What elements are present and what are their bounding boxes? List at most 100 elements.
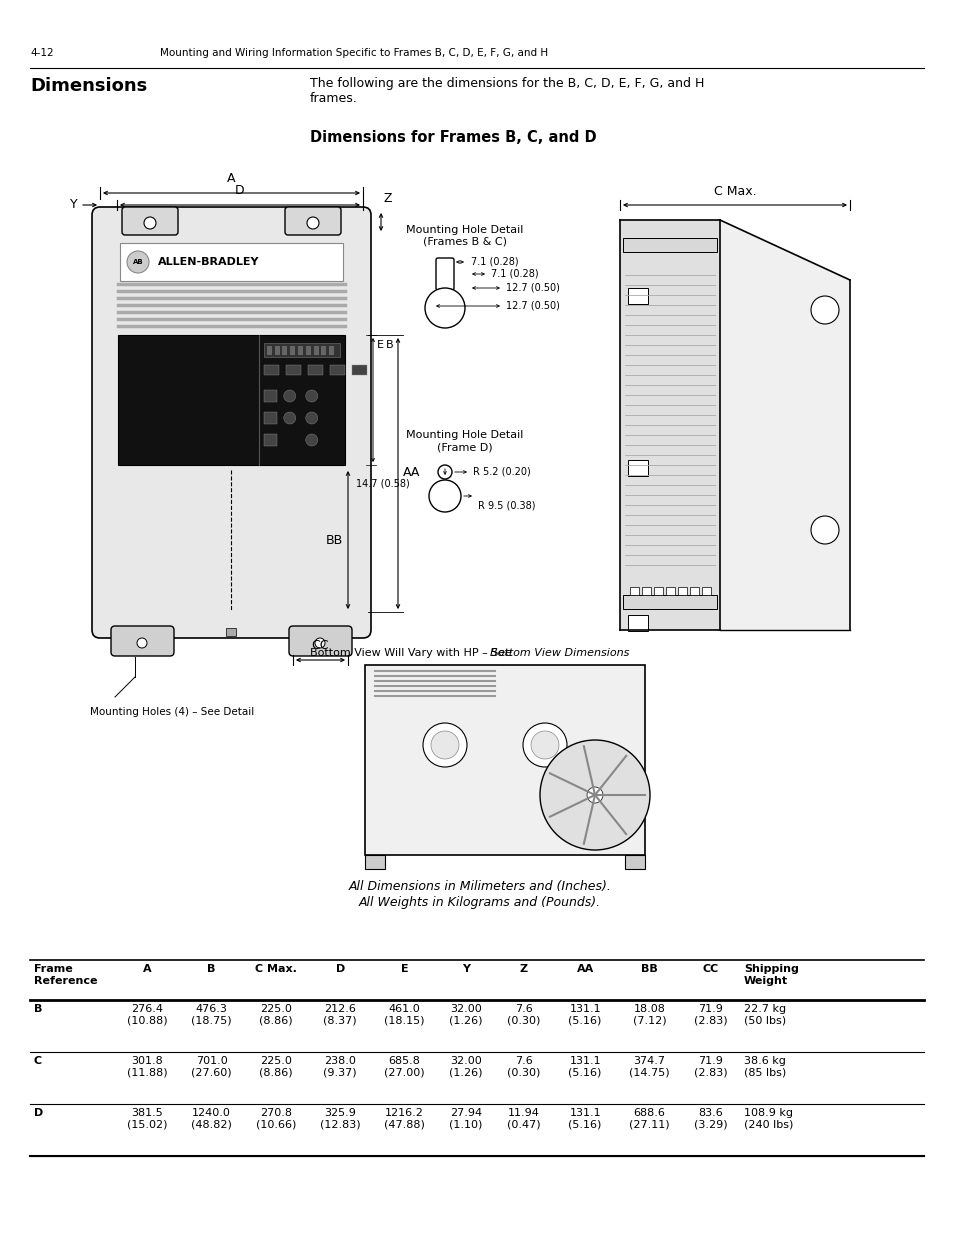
Bar [274,346,279,354]
Bar [627,238,636,246]
Text: 11.94
(0.47): 11.94 (0.47) [507,1108,540,1130]
Text: All Dimensions in Milimeters and (Inches).: All Dimensions in Milimeters and (Inches… [348,881,611,893]
Bar [329,346,334,354]
FancyBboxPatch shape [436,258,454,290]
Circle shape [305,390,317,403]
Bar [314,346,318,354]
Text: 7.6
(0.30): 7.6 (0.30) [507,1056,540,1078]
Text: A: A [227,172,235,185]
Bar [701,587,710,595]
Text: 325.9
(12.83): 325.9 (12.83) [319,1108,360,1130]
Bar [226,629,235,636]
Bar [660,238,668,246]
Text: 1216.2
(47.88): 1216.2 (47.88) [384,1108,425,1130]
Text: BB: BB [325,534,343,547]
Bar [682,238,690,246]
Text: Y: Y [461,965,469,974]
Circle shape [305,412,317,424]
Text: 4-12: 4-12 [30,48,53,58]
Text: E: E [400,965,408,974]
Text: Z: Z [519,965,527,974]
Text: D: D [335,965,344,974]
Text: R 5.2 (0.20): R 5.2 (0.20) [473,467,530,477]
Text: 225.0
(8.86): 225.0 (8.86) [259,1004,293,1025]
Bar [665,587,675,595]
Text: B: B [207,965,215,974]
Text: 38.6 kg
(85 lbs): 38.6 kg (85 lbs) [743,1056,785,1078]
Text: 476.3
(18.75): 476.3 (18.75) [191,1004,232,1025]
Bar [693,238,701,246]
Text: Dimensions: Dimensions [30,77,147,95]
Circle shape [522,722,566,767]
Bar [641,587,650,595]
Circle shape [314,638,325,648]
Bar [286,366,300,375]
FancyBboxPatch shape [122,207,178,235]
Circle shape [431,731,458,760]
Circle shape [539,740,649,850]
Text: Frame
Reference: Frame Reference [34,965,97,986]
Text: The following are the dimensions for the B, C, D, E, F, G, and H
frames.: The following are the dimensions for the… [310,77,703,105]
Bar [308,366,322,375]
Polygon shape [720,220,849,630]
Bar [689,587,699,595]
Circle shape [283,390,295,403]
FancyBboxPatch shape [91,207,371,638]
Text: 688.6
(27.11): 688.6 (27.11) [629,1108,669,1130]
Circle shape [283,412,295,424]
Text: E: E [376,340,384,350]
Text: 71.9
(2.83): 71.9 (2.83) [693,1056,727,1078]
Bar [671,238,679,246]
Text: 108.9 kg
(240 lbs): 108.9 kg (240 lbs) [743,1108,792,1130]
Text: 225.0
(8.86): 225.0 (8.86) [259,1056,293,1078]
Bar [627,288,647,304]
FancyBboxPatch shape [289,626,352,656]
Text: AA: AA [402,467,420,479]
Text: CC: CC [702,965,719,974]
Text: 14.7 (0.58): 14.7 (0.58) [355,479,410,489]
Bar [619,220,720,630]
Text: 461.0
(18.15): 461.0 (18.15) [384,1004,424,1025]
Text: A: A [143,965,152,974]
Text: Mounting and Wiring Information Specific to Frames B, C, D, E, F, G, and H: Mounting and Wiring Information Specific… [160,48,548,58]
Text: 7.1 (0.28): 7.1 (0.28) [491,269,538,279]
Text: 685.8
(27.00): 685.8 (27.00) [384,1056,424,1078]
Text: Bottom View Will Vary with HP – See: Bottom View Will Vary with HP – See [310,648,512,658]
Bar [306,346,311,354]
Text: AA: AA [576,965,593,974]
Bar [263,366,278,375]
Text: Shipping
Weight: Shipping Weight [743,965,798,986]
Text: 1240.0
(48.82): 1240.0 (48.82) [191,1108,232,1130]
FancyBboxPatch shape [111,626,173,656]
Bar [365,855,385,869]
Text: 131.1
(5.16): 131.1 (5.16) [568,1056,601,1078]
Text: R 9.5 (0.38): R 9.5 (0.38) [477,501,535,511]
Text: 381.5
(15.02): 381.5 (15.02) [127,1108,167,1130]
Text: 71.9
(2.83): 71.9 (2.83) [693,1004,727,1025]
Circle shape [144,217,156,228]
Bar [678,587,686,595]
Bar [352,366,366,375]
Text: 131.1
(5.16): 131.1 (5.16) [568,1108,601,1130]
Text: BB: BB [640,965,658,974]
Text: Mounting Hole Detail: Mounting Hole Detail [406,225,523,235]
Text: 212.6
(8.37): 212.6 (8.37) [323,1004,356,1025]
Bar [627,459,647,475]
Bar [639,238,646,246]
Bar [654,587,662,595]
Text: 12.7 (0.50): 12.7 (0.50) [505,301,559,311]
Circle shape [810,296,838,324]
Circle shape [429,480,460,513]
Bar [267,346,272,354]
Text: CC: CC [312,638,329,652]
Text: Y: Y [71,199,78,211]
Bar [282,346,287,354]
Text: Bottom View Dimensions: Bottom View Dimensions [490,648,629,658]
Text: (Frames B & C): (Frames B & C) [422,237,506,247]
Bar [321,346,326,354]
Text: 131.1
(5.16): 131.1 (5.16) [568,1004,601,1025]
Bar [118,335,345,466]
Bar [263,412,276,424]
FancyBboxPatch shape [285,207,340,235]
Circle shape [305,433,317,446]
